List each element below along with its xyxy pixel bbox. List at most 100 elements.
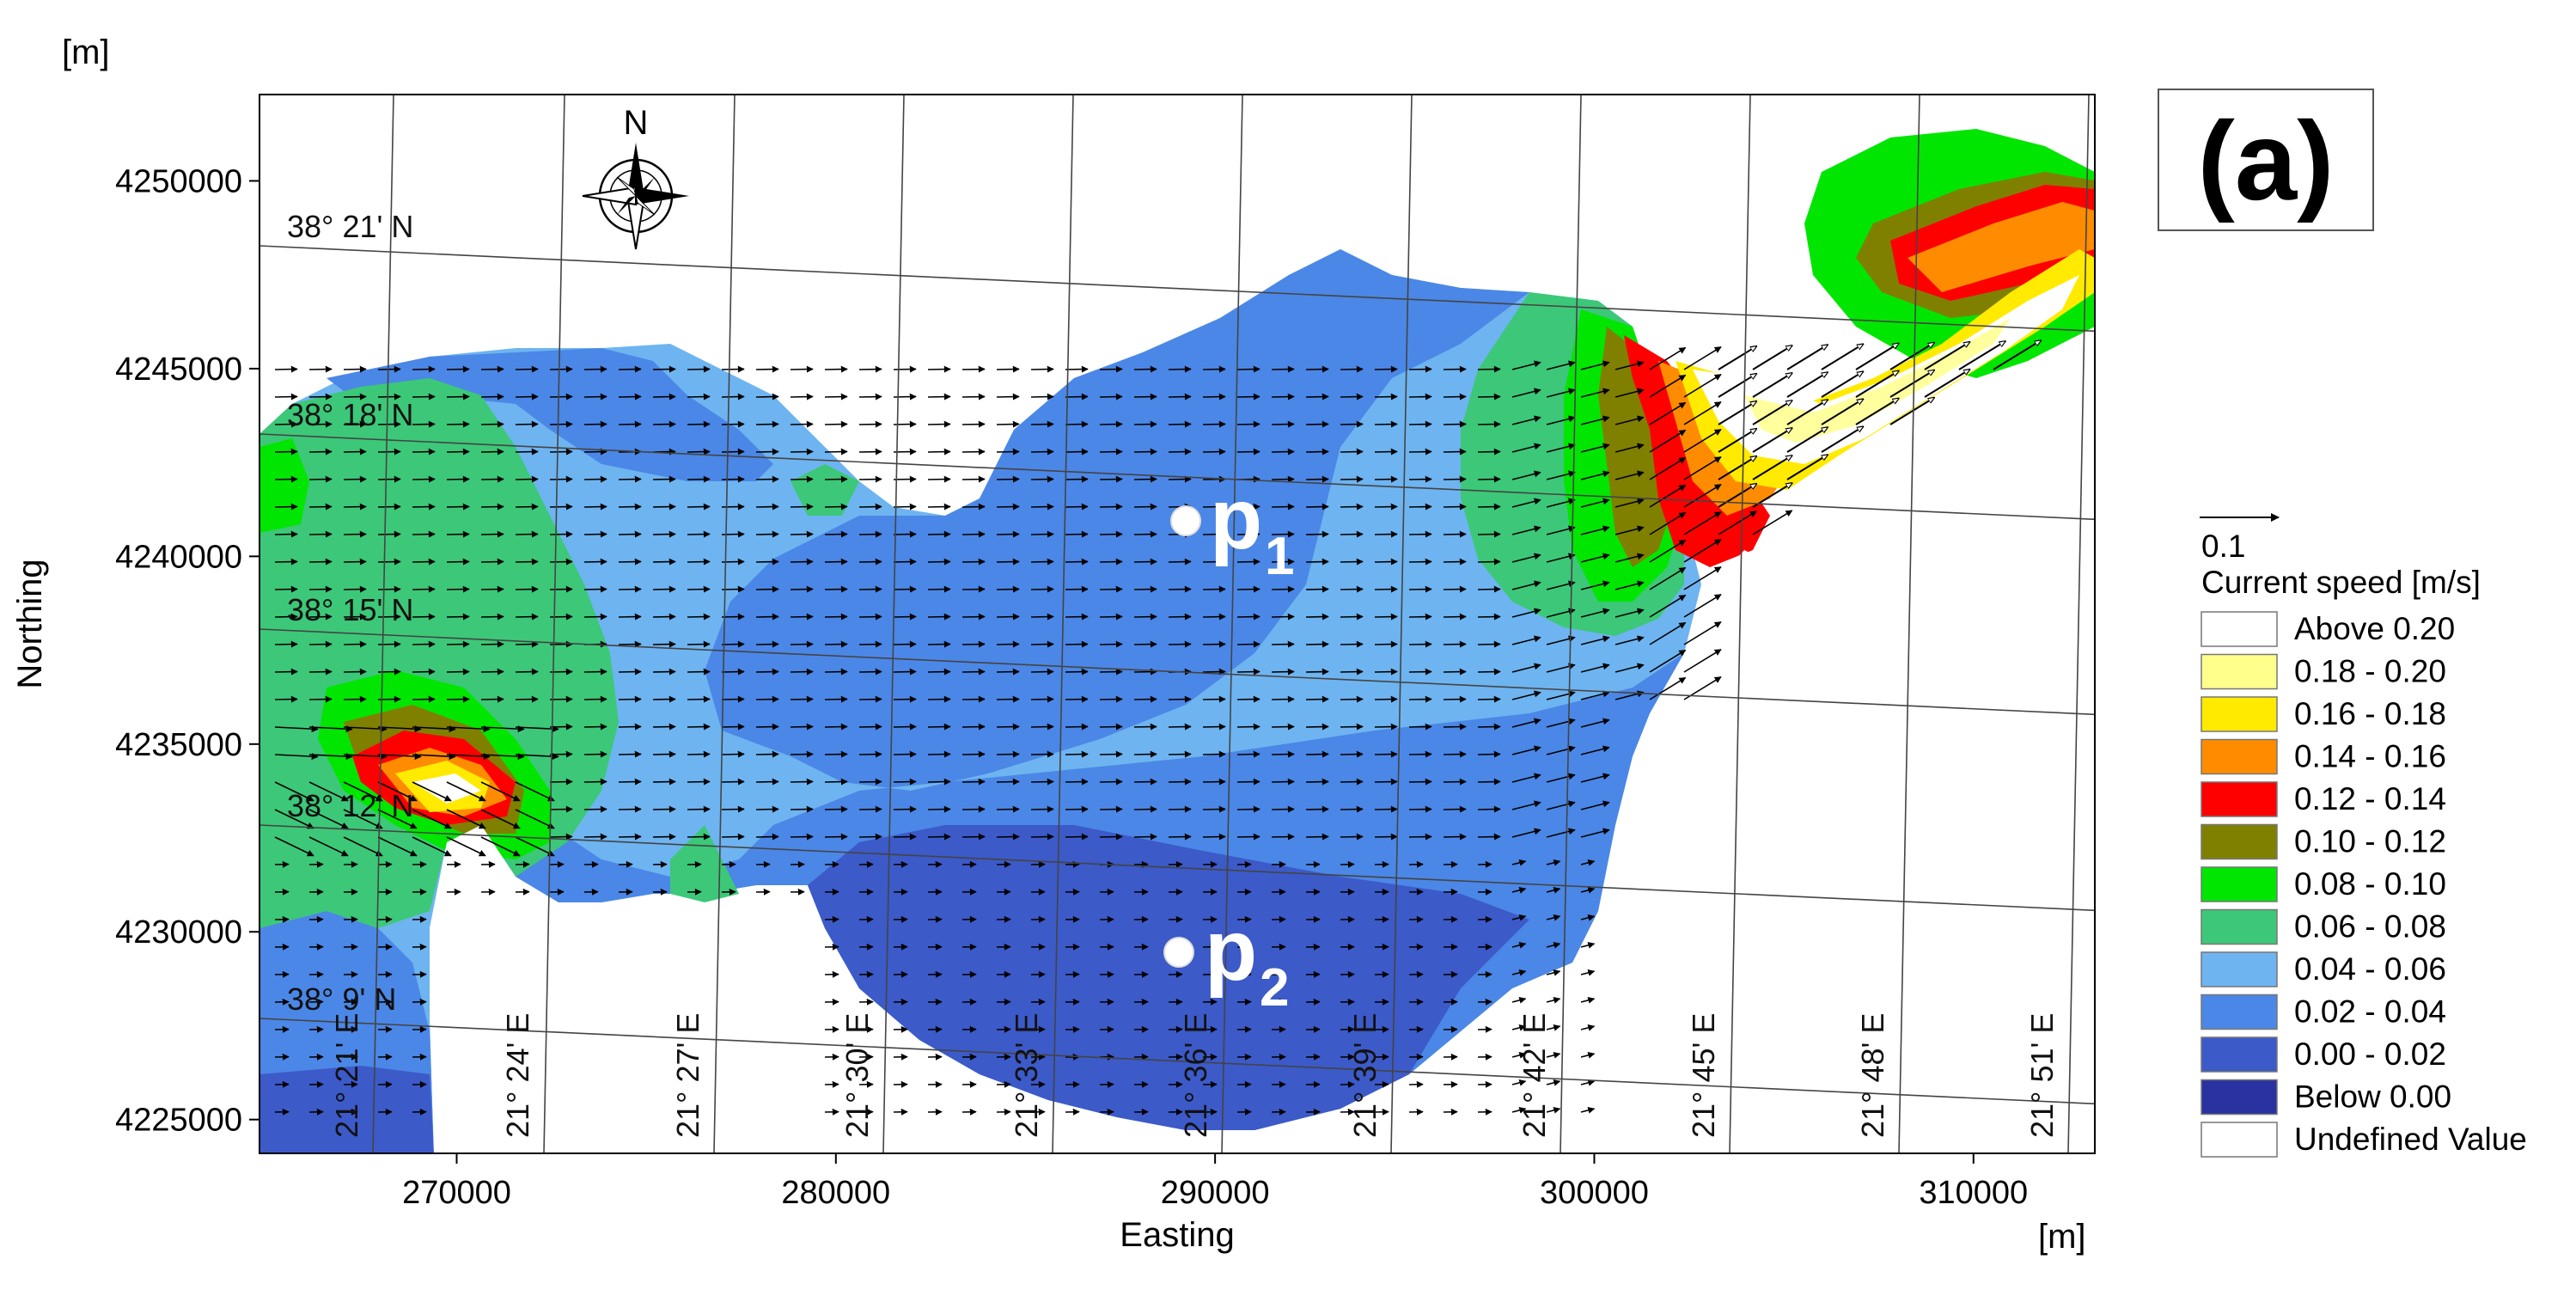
current-vector-arrow	[1168, 723, 1192, 731]
current-vector-arrow	[1580, 635, 1610, 645]
current-vector-arrow	[1443, 503, 1467, 510]
current-vector-arrow	[1340, 723, 1364, 731]
current-vector-arrow	[893, 585, 917, 593]
current-vector-arrow	[652, 723, 676, 731]
current-vector-arrow	[858, 805, 882, 813]
current-vector-arrow	[480, 753, 525, 761]
current-vector-arrow	[1546, 745, 1576, 755]
current-vector-arrow	[1408, 723, 1432, 731]
current-vector-arrow	[515, 365, 539, 373]
current-vector-arrow	[996, 750, 1020, 758]
current-vector-arrow	[1889, 343, 1934, 370]
current-vector-arrow	[1477, 613, 1501, 621]
current-vector-arrow	[1649, 456, 1687, 480]
current-vector-arrow	[377, 640, 401, 648]
current-vector-arrow	[1271, 420, 1295, 428]
current-vector-arrow	[1340, 365, 1364, 373]
current-vector-arrow	[721, 475, 745, 483]
current-vector-arrow	[1271, 833, 1295, 841]
current-vector-arrow	[1546, 1051, 1561, 1059]
longitude-line	[372, 94, 394, 1154]
current-vector-arrow	[446, 448, 470, 455]
current-vector-arrow	[1477, 805, 1501, 813]
current-vector-arrow	[1580, 580, 1610, 590]
current-vector-arrow	[824, 750, 848, 758]
current-vector-arrow	[446, 725, 491, 733]
current-vector-arrow	[1133, 530, 1157, 538]
legend-entry-label: Above 0.20	[2294, 611, 2455, 646]
current-vector-arrow	[1511, 800, 1541, 810]
band-0-00-0-02	[259, 825, 1529, 1153]
current-vector-arrow	[1340, 558, 1364, 566]
current-vector-arrow	[1168, 695, 1192, 703]
longitude-line	[543, 94, 565, 1154]
current-vector-arrow	[1511, 690, 1541, 700]
current-vector-arrow	[515, 613, 539, 621]
current-vector-arrow	[1133, 668, 1157, 676]
current-vector-arrow	[343, 613, 367, 621]
current-vector-arrow	[1305, 420, 1329, 428]
current-vector-arrow	[824, 420, 848, 428]
current-vector-arrow	[618, 640, 642, 648]
current-vector-arrow	[1202, 558, 1226, 566]
current-vector-arrow	[583, 833, 607, 841]
y-tick-label: 4225000	[115, 1103, 242, 1139]
current-vector-arrow	[377, 503, 401, 510]
current-vector-arrow	[549, 750, 573, 758]
current-vector-arrow	[961, 613, 986, 621]
current-vector-arrow	[1340, 640, 1364, 648]
current-vector-arrow	[1718, 374, 1756, 398]
current-vector-arrow	[446, 613, 470, 621]
current-vector-arrow	[1580, 415, 1610, 425]
current-vector-arrow	[1546, 498, 1576, 508]
current-vector-arrow	[1786, 400, 1828, 425]
current-vector-arrow	[1752, 345, 1792, 370]
current-vector-arrow	[412, 695, 436, 703]
current-vector-arrow	[1511, 914, 1527, 921]
current-vector-arrow	[996, 833, 1020, 841]
current-vector-arrow	[1546, 690, 1576, 700]
current-vector-arrow	[652, 475, 676, 483]
current-vector-arrow	[961, 503, 986, 510]
current-vector-arrow	[1236, 833, 1261, 841]
current-vector-arrow	[343, 640, 367, 648]
current-vector-arrow	[1065, 833, 1089, 841]
current-vector-arrow	[1477, 530, 1501, 538]
current-speed-field	[259, 95, 2095, 1153]
current-vector-arrow	[1030, 613, 1054, 621]
current-vector-arrow	[1305, 805, 1329, 813]
current-vector-arrow	[790, 613, 814, 621]
current-vector-arrow	[1546, 415, 1576, 425]
current-vector-arrow	[824, 778, 848, 786]
x-tick-label: 290000	[1161, 1175, 1270, 1211]
current-vector-arrow	[1511, 553, 1541, 563]
current-vector-arrow	[308, 503, 333, 510]
current-vector-arrow	[755, 750, 779, 758]
current-vector-arrow	[274, 420, 298, 428]
current-vector-arrow	[1477, 695, 1501, 703]
current-vector-arrow	[1546, 886, 1561, 894]
current-vector-arrow	[858, 365, 882, 373]
legend-swatch	[2201, 908, 2278, 945]
current-vector-arrow	[412, 640, 436, 648]
longitude-line	[1221, 94, 1243, 1154]
latitude-label: 38° 9' N	[287, 981, 396, 1017]
current-vector-arrow	[1065, 805, 1089, 813]
current-vector-arrow	[824, 393, 848, 400]
current-vector-arrow	[858, 475, 882, 483]
current-vector-arrow	[549, 365, 573, 373]
latitude-line	[259, 1018, 2096, 1105]
current-vector-arrow	[343, 585, 367, 593]
current-vector-arrow	[377, 530, 401, 538]
current-vector-arrow	[412, 725, 456, 733]
current-vector-arrow	[308, 695, 333, 703]
current-vector-arrow	[446, 640, 470, 648]
current-vector-arrow	[1615, 415, 1645, 425]
current-vector-arrow	[1133, 558, 1157, 566]
latitude-line	[259, 628, 2096, 716]
current-vector-arrow	[755, 723, 779, 731]
current-vector-arrow	[721, 805, 745, 813]
current-vector-arrow	[1408, 365, 1432, 373]
current-vector-arrow	[1340, 613, 1364, 621]
